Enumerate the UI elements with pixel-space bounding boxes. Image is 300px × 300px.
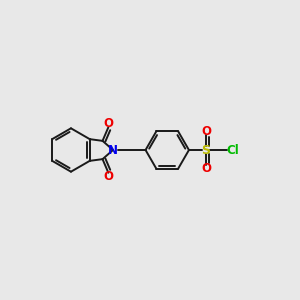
Text: S: S	[202, 143, 211, 157]
Text: Cl: Cl	[226, 143, 239, 157]
Text: N: N	[108, 143, 118, 157]
Text: O: O	[201, 163, 211, 176]
Text: O: O	[103, 116, 113, 130]
Text: O: O	[103, 170, 113, 184]
Text: O: O	[201, 124, 211, 137]
